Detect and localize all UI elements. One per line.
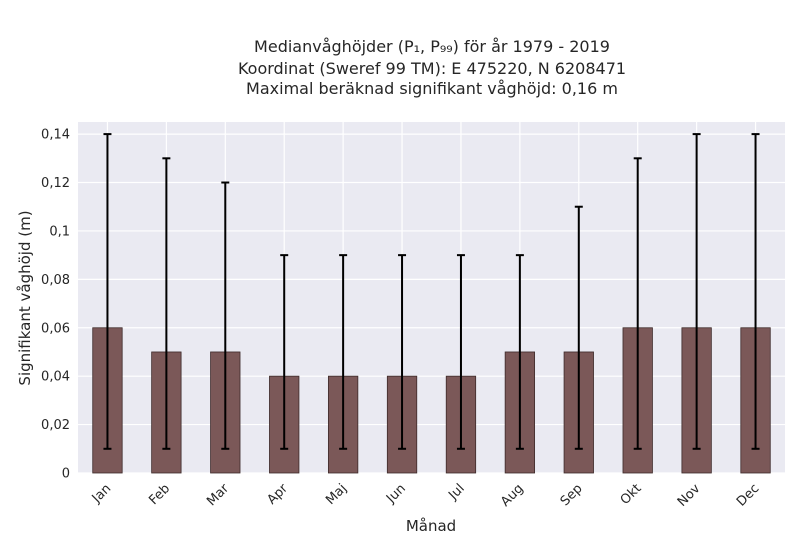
x-tick-label: Okt: [618, 481, 645, 508]
title-line-1: Medianvåghöjder (P₁, P₉₉) för år 1979 - …: [254, 37, 610, 56]
x-axis-label: Månad: [406, 517, 456, 535]
y-tick-label: 0,02: [41, 418, 70, 433]
title-line-2: Koordinat (Sweref 99 TM): E 475220, N 62…: [238, 59, 626, 78]
plot-area: [78, 122, 785, 473]
x-tick-label: Maj: [323, 481, 350, 508]
x-tick-label: Mar: [204, 481, 232, 509]
y-tick-label: 0,14: [41, 128, 70, 143]
y-tick-label: 0,12: [41, 176, 70, 191]
x-tick-label: Feb: [146, 481, 173, 508]
chart-title: Medianvåghöjder (P₁, P₉₉) för år 1979 - …: [238, 37, 626, 98]
x-axis-ticks: Jan Feb Mar Apr Maj Jun Jul Aug Sep Okt Nov Dec: [89, 481, 763, 510]
x-tick-label: Jan: [89, 481, 114, 506]
x-tick-label: Jun: [383, 481, 409, 507]
x-tick-label: Sep: [558, 481, 586, 509]
x-tick-label: Dec: [734, 481, 762, 509]
y-tick-label: 0,04: [41, 370, 70, 385]
y-tick-label: 0,08: [41, 273, 70, 288]
title-line-3: Maximal beräknad signifikant våghöjd: 0,…: [246, 79, 618, 98]
x-tick-label: Nov: [675, 481, 704, 510]
y-tick-label: 0,06: [41, 321, 70, 336]
x-tick-label: Jul: [445, 481, 467, 503]
y-tick-label: 0,1: [49, 224, 70, 239]
y-tick-label: 0: [62, 467, 70, 482]
y-axis-ticks: 0 0,02 0,04 0,06 0,08 0,1 0,12 0,14: [41, 128, 70, 482]
y-axis-label: Signifikant våghöjd (m): [16, 210, 34, 385]
x-tick-label: Apr: [265, 481, 292, 508]
x-tick-label: Aug: [498, 481, 527, 510]
error-bars: [103, 133, 760, 450]
